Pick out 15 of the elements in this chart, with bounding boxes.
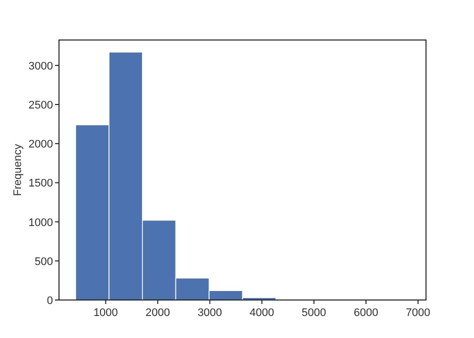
x-tick-label: 6000 — [354, 307, 378, 319]
y-tick-label: 2500 — [28, 100, 53, 112]
x-tick-label: 7000 — [406, 307, 430, 319]
x-tick-label: 2000 — [146, 307, 170, 319]
y-tick-label: 0 — [46, 295, 53, 307]
y-tick-label: 2000 — [28, 138, 53, 151]
x-tick-label: 1000 — [93, 307, 118, 319]
y-axis-title: Frequency — [12, 144, 24, 196]
x-tick-label: 3000 — [198, 307, 222, 319]
y-tick-label: 1000 — [28, 216, 53, 229]
x-tick-label: 4000 — [250, 307, 274, 319]
y-tick-label: 1500 — [28, 178, 53, 190]
y-tick-label: 500 — [34, 256, 53, 268]
y-tick-label: 3000 — [28, 60, 53, 72]
x-tick-label: 5000 — [302, 307, 326, 319]
